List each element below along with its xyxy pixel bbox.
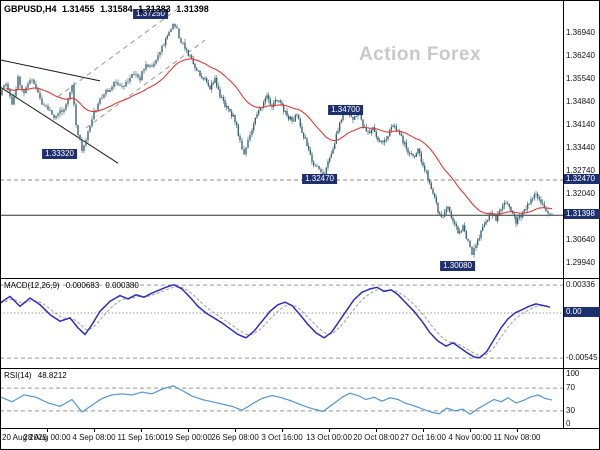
macd-name: MACD(12,26,9) <box>4 281 60 290</box>
macd-axis-flag: 0.00 <box>564 307 600 317</box>
close-value: 1.31398 <box>176 4 209 14</box>
macd-panel[interactable] <box>0 284 563 359</box>
rsi-panel[interactable] <box>0 385 563 416</box>
x-axis-date-label: 20 Oct 08:00 <box>353 433 399 442</box>
x-axis-date-label: 3 Oct 16:00 <box>261 433 303 442</box>
x-axis-date-label: 26 Sep 08:00 <box>211 433 259 442</box>
macd-signal-value: 0.000380 <box>105 281 139 290</box>
price-annotation-flag: 1.34700 <box>328 105 363 115</box>
y-axis-price-flag: 1.31398 <box>564 209 600 219</box>
price-annotation-flag: 1.33320 <box>42 149 77 159</box>
y-axis-price-flag: 1.32470 <box>564 174 600 184</box>
y-axis-price-label: 1.36940 <box>566 28 595 37</box>
high-value: 1.31584 <box>100 4 133 14</box>
price-annotation-flag: 1.37250 <box>133 9 168 19</box>
y-axis-price-label: 1.32040 <box>566 189 595 198</box>
price-annotation-flag: 1.30080 <box>440 261 475 271</box>
watermark: Action Forex <box>358 44 482 65</box>
rsi-axis-label: 70 <box>566 383 575 392</box>
x-axis-date-label: 11 Nov 08:00 <box>493 433 541 442</box>
x-axis-date-label: 4 Sep 08:00 <box>72 433 116 442</box>
x-axis-date-label: 28 Aug 00:00 <box>23 433 71 442</box>
y-axis-price-label: 1.36240 <box>566 51 595 60</box>
rsi-axis-label: 30 <box>566 406 575 415</box>
x-axis-date-label: 13 Oct 00:00 <box>306 433 352 442</box>
rsi-axis-label: 0 <box>566 419 571 428</box>
low-value: 1.31383 <box>138 4 171 14</box>
macd-indicator-label: MACD(12,26,9) 0.000683 0.000380 <box>4 281 143 290</box>
rsi-name: RSI(14) <box>4 371 32 380</box>
macd-axis-label: 0.00336 <box>566 280 595 289</box>
y-axis-price-label: 1.32740 <box>566 166 595 175</box>
rsi-value: 48.8212 <box>37 371 67 380</box>
y-axis-price-label: 1.30640 <box>566 235 595 244</box>
rsi-axis-label: 100 <box>566 369 580 378</box>
x-axis-date-label: 27 Oct 16:00 <box>400 433 446 442</box>
symbol-timeframe-label: GBPUSD,H4 <box>4 4 57 14</box>
open-value: 1.31455 <box>62 4 95 14</box>
macd-axis-label: -0.00545 <box>566 353 598 362</box>
x-axis-date-label: 20 Aug 2025 <box>2 433 47 442</box>
y-axis-price-label: 1.34140 <box>566 120 595 129</box>
macd-value: 0.000683 <box>65 281 100 290</box>
price-panel[interactable] <box>0 8 563 258</box>
x-axis-date-label: 19 Sep 00:00 <box>164 433 212 442</box>
y-axis-price-label: 1.33440 <box>566 143 595 152</box>
y-axis-price-label: 1.29940 <box>566 258 595 267</box>
x-axis-date-label: 11 Sep 16:00 <box>117 433 165 442</box>
x-axis-date-label: 4 Nov 00:00 <box>448 433 492 442</box>
y-axis-price-label: 1.34840 <box>566 97 595 106</box>
rsi-indicator-label: RSI(14) 48.8212 <box>4 371 71 380</box>
y-axis-price-label: 1.35540 <box>566 74 595 83</box>
chart-title: GBPUSD,H4 1.31455 1.31584 1.31383 1.3139… <box>4 4 212 14</box>
price-annotation-flag: 1.32470 <box>302 174 337 184</box>
